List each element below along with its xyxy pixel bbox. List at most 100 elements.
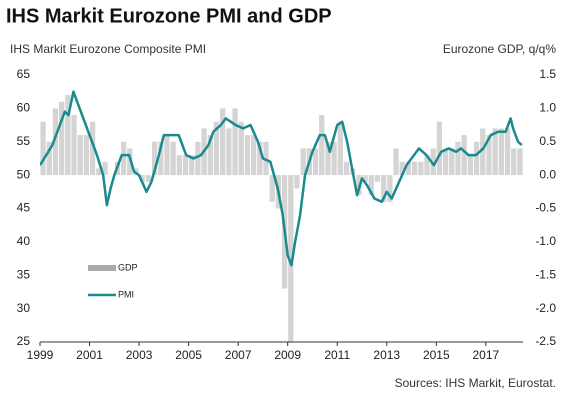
y2-axis-label: Eurozone GDP, q/q%: [443, 42, 557, 56]
gdp-bar: [120, 141, 127, 176]
gdp-bar: [71, 115, 77, 176]
y2-tick-label: -1.5: [535, 267, 556, 281]
y-tick-label: 50: [17, 167, 31, 181]
gdp-bar: [362, 175, 368, 182]
gdp-bar: [151, 141, 158, 176]
legend-label: GDP: [118, 262, 138, 272]
gdp-bar: [412, 161, 418, 176]
y2-tick-label: -2.0: [535, 301, 556, 315]
x-tick-label: 2015: [423, 348, 450, 362]
plot-area: [40, 90, 523, 342]
gdp-bar: [220, 108, 226, 176]
gdp-bar: [176, 155, 182, 176]
x-tick-label: 1999: [27, 348, 54, 362]
x-tick-label: 2003: [126, 348, 153, 362]
gdp-bar: [424, 155, 430, 176]
gdp-bar: [312, 148, 319, 176]
gdp-bar: [158, 141, 164, 176]
gdp-bar: [46, 141, 52, 176]
gdp-bar: [399, 161, 405, 176]
gdp-bar: [461, 135, 467, 176]
gdp-bar: [213, 121, 220, 176]
gdp-bar: [139, 175, 145, 182]
gdp-bar: [430, 148, 436, 176]
y-tick-label: 35: [17, 267, 31, 281]
gdp-bar: [83, 135, 90, 176]
y-tick-label: 60: [17, 101, 31, 115]
gdp-bar: [374, 175, 381, 182]
y2-tick-label: -0.5: [535, 201, 556, 215]
gdp-bar: [145, 175, 151, 182]
x-tick-label: 2009: [274, 348, 301, 362]
chart-title: IHS Markit Eurozone PMI and GDP: [6, 5, 332, 27]
gdp-bar: [263, 141, 269, 176]
gdp-bar: [226, 128, 232, 176]
y2-tick-label: 0.0: [539, 167, 556, 181]
x-tick-label: 2007: [225, 348, 252, 362]
gdp-bar: [96, 168, 102, 176]
gdp-bar: [251, 135, 257, 176]
gdp-bar: [480, 128, 486, 176]
gdp-bar: [300, 148, 306, 176]
source: Sources: IHS Markit, Eurostat.: [395, 376, 556, 390]
y-axis-label: IHS Markit Eurozone Composite PMI: [10, 42, 206, 56]
gdp-bar: [387, 175, 393, 202]
y-tick-label: 25: [17, 334, 31, 348]
y2-tick-label: 1.5: [539, 67, 556, 81]
x-tick-label: 2013: [373, 348, 400, 362]
gdp-bar: [59, 101, 65, 176]
gdp-bar: [182, 155, 189, 176]
gdp-bar: [257, 141, 263, 176]
gdp-bar: [207, 135, 213, 176]
gdp-bar: [102, 161, 108, 176]
gdp-bar: [170, 141, 176, 176]
gdp-bar: [418, 161, 424, 176]
gdp-bar: [189, 155, 195, 176]
y-tick-label: 65: [17, 67, 31, 81]
gdp-bar: [511, 148, 517, 176]
y-tick-label: 30: [17, 301, 31, 315]
gdp-bar: [164, 135, 170, 176]
gdp-bar: [40, 121, 46, 176]
gdp-bar: [517, 148, 523, 176]
gdp-bar: [337, 121, 343, 176]
x-tick-label: 2005: [175, 348, 202, 362]
gdp-bar: [473, 141, 480, 176]
gdp-bar: [294, 175, 300, 189]
gdp-bar: [343, 161, 350, 176]
gdp-bar: [486, 135, 492, 176]
gdp-bar: [393, 148, 399, 176]
gdp-bar: [65, 95, 71, 176]
gdp-bar: [405, 161, 412, 176]
gdp-bar: [127, 148, 133, 176]
gdp-bar: [77, 135, 83, 176]
y-tick-label: 40: [17, 234, 31, 248]
gdp-bar: [238, 121, 244, 176]
gdp-bar: [244, 135, 251, 176]
y2-tick-label: -2.5: [535, 334, 556, 348]
y-tick-label: 45: [17, 201, 31, 215]
y2-tick-label: -1.0: [535, 234, 556, 248]
y2-tick-label: 0.5: [539, 134, 556, 148]
gdp-bar: [325, 141, 331, 176]
gdp-bar: [232, 108, 238, 176]
legend-label: PMI: [118, 289, 134, 299]
gdp-bar: [504, 128, 511, 176]
gdp-bar: [331, 141, 337, 176]
gdp-bar: [288, 175, 294, 342]
x-tick-label: 2011: [324, 348, 350, 362]
gdp-bar: [498, 128, 504, 176]
pmi-line: [40, 90, 523, 267]
gdp-bar: [436, 121, 443, 176]
x-tick-label: 2017: [472, 348, 499, 362]
gdp-bar: [381, 175, 387, 202]
gdp-bar: [442, 148, 449, 176]
gdp-bar: [90, 121, 96, 176]
gdp-bar: [492, 128, 498, 176]
y2-tick-label: 1.0: [539, 101, 556, 115]
gdp-bar: [449, 148, 455, 176]
gdp-bar: [319, 115, 325, 176]
legend-swatch: [88, 265, 116, 271]
gdp-bar: [269, 175, 275, 202]
